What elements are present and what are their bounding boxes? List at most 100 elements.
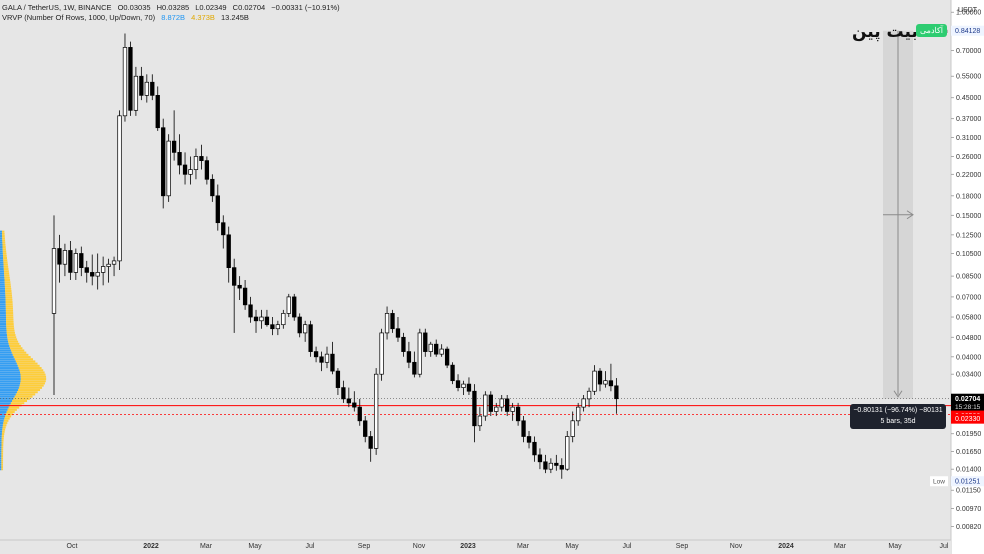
candle-body[interactable] xyxy=(221,222,226,236)
candle-body[interactable] xyxy=(133,75,139,111)
candle-body[interactable] xyxy=(155,95,160,129)
candle-body[interactable] xyxy=(177,152,182,166)
candle-body[interactable] xyxy=(428,343,433,352)
candle-body[interactable] xyxy=(111,260,117,265)
candle-body[interactable] xyxy=(270,324,275,330)
candle-body[interactable] xyxy=(494,406,499,412)
candle-body[interactable] xyxy=(477,415,483,427)
candle-body[interactable] xyxy=(423,332,428,352)
candle-body[interactable] xyxy=(275,324,281,330)
candle-body[interactable] xyxy=(259,316,264,322)
candle-body[interactable] xyxy=(199,156,204,161)
candle-body[interactable] xyxy=(521,420,526,437)
candle-body[interactable] xyxy=(434,343,439,355)
candle-body[interactable] xyxy=(532,441,537,456)
candle-body[interactable] xyxy=(608,380,614,387)
candle-body[interactable] xyxy=(79,253,84,268)
candle-body[interactable] xyxy=(324,353,330,363)
candle-body[interactable] xyxy=(335,370,341,388)
candle-body[interactable] xyxy=(450,364,455,382)
candle-body[interactable] xyxy=(505,398,510,412)
candle-body[interactable] xyxy=(210,178,215,197)
candle-body[interactable] xyxy=(237,284,242,289)
candle-body[interactable] xyxy=(565,436,570,470)
candle-body[interactable] xyxy=(253,316,259,322)
candle-body[interactable] xyxy=(188,169,193,175)
candle-body[interactable] xyxy=(248,304,253,318)
candle-body[interactable] xyxy=(51,248,57,314)
candle-body[interactable] xyxy=(73,253,78,273)
candle-body[interactable] xyxy=(444,348,450,366)
candle-body[interactable] xyxy=(313,351,319,358)
candle-body[interactable] xyxy=(515,406,521,422)
candle-body[interactable] xyxy=(559,465,564,470)
candle-body[interactable] xyxy=(226,234,231,268)
candle-body[interactable] xyxy=(286,296,291,314)
candle-body[interactable] xyxy=(597,370,603,385)
candle-body[interactable] xyxy=(62,250,68,265)
candle-body[interactable] xyxy=(483,394,488,417)
candle-body[interactable] xyxy=(592,370,597,392)
candle-body[interactable] xyxy=(144,81,149,96)
candle-body[interactable] xyxy=(319,356,324,363)
candle-body[interactable] xyxy=(57,248,62,265)
candle-body[interactable] xyxy=(303,324,308,334)
candle-body[interactable] xyxy=(395,328,401,338)
candle-body[interactable] xyxy=(204,160,210,180)
candle-body[interactable] xyxy=(488,394,493,412)
candle-body[interactable] xyxy=(586,390,592,400)
candle-body[interactable] xyxy=(292,296,297,318)
price-axis-background[interactable] xyxy=(951,0,984,554)
candle-body[interactable] xyxy=(122,47,128,117)
candle-body[interactable] xyxy=(106,263,111,267)
candle-body[interactable] xyxy=(357,406,362,422)
time-axis-background[interactable] xyxy=(0,540,951,554)
candle-body[interactable] xyxy=(166,140,171,197)
candle-body[interactable] xyxy=(330,353,335,372)
candle-body[interactable] xyxy=(548,462,554,470)
candle-body[interactable] xyxy=(182,164,188,175)
candle-body[interactable] xyxy=(128,47,133,111)
candle-body[interactable] xyxy=(90,272,95,277)
candle-body[interactable] xyxy=(281,313,286,326)
candle-body[interactable] xyxy=(242,287,248,306)
candle-body[interactable] xyxy=(461,383,466,388)
candle-body[interactable] xyxy=(117,115,122,262)
candle-body[interactable] xyxy=(384,313,390,334)
candle-body[interactable] xyxy=(215,195,220,224)
candle-body[interactable] xyxy=(576,406,581,422)
candle-body[interactable] xyxy=(603,380,608,385)
candle-body[interactable] xyxy=(139,75,144,96)
candle-body[interactable] xyxy=(352,402,357,408)
candle-body[interactable] xyxy=(68,250,73,273)
candle-body[interactable] xyxy=(526,436,532,443)
candle-body[interactable] xyxy=(581,398,586,408)
symbol-title[interactable]: GALA / TetherUS, 1W, BINANCE xyxy=(2,3,112,12)
indicator-title[interactable]: VRVP (Number Of Rows, 1000, Up/Down, 70) xyxy=(2,13,156,22)
candle-body[interactable] xyxy=(510,406,515,412)
candle-body[interactable] xyxy=(466,383,472,392)
candle-body[interactable] xyxy=(373,373,379,449)
candle-body[interactable] xyxy=(379,332,384,375)
candle-body[interactable] xyxy=(439,348,444,355)
candle-body[interactable] xyxy=(363,420,368,437)
candle-body[interactable] xyxy=(100,266,106,273)
candle-body[interactable] xyxy=(346,398,351,404)
candle-body[interactable] xyxy=(401,336,406,352)
candle-body[interactable] xyxy=(232,267,237,286)
candle-body[interactable] xyxy=(193,156,199,170)
candle-body[interactable] xyxy=(554,462,559,466)
candle-body[interactable] xyxy=(308,324,313,352)
candle-body[interactable] xyxy=(406,351,412,363)
candle-body[interactable] xyxy=(499,398,504,408)
candle-body[interactable] xyxy=(341,387,346,400)
candle-body[interactable] xyxy=(368,436,373,449)
candle-body[interactable] xyxy=(537,454,543,463)
candle-body[interactable] xyxy=(472,390,477,427)
candle-body[interactable] xyxy=(171,140,177,153)
candle-body[interactable] xyxy=(264,316,270,326)
candle-body[interactable] xyxy=(412,361,417,375)
candle-body[interactable] xyxy=(543,461,548,470)
candle-body[interactable] xyxy=(614,385,619,400)
